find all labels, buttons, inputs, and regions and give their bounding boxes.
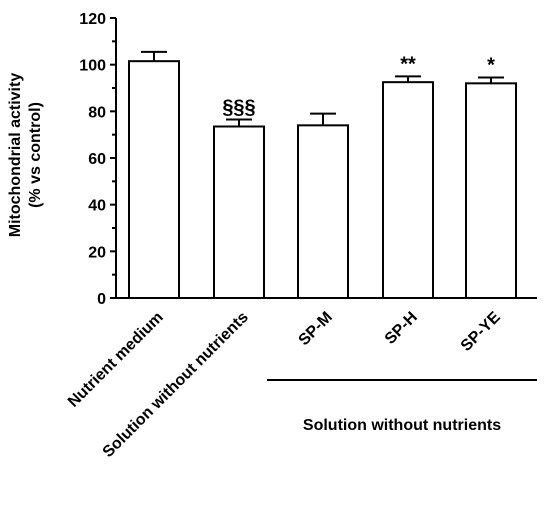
y-axis-title: Mitochondrial activity (% vs control) <box>7 73 44 238</box>
significance-annotation: * <box>487 55 495 77</box>
bar <box>382 81 434 299</box>
bar <box>297 124 349 300</box>
x-category-label: Solution without nutrients <box>100 309 252 461</box>
y-ticks: 0 20 40 60 80 100 120 <box>79 11 116 308</box>
y-tick-label: 20 <box>88 244 106 261</box>
bar <box>465 82 517 300</box>
x-category-label: Nutrient medium <box>65 309 167 411</box>
y-tick-label: 80 <box>88 104 106 121</box>
bars: §§§** * <box>128 50 517 300</box>
significance-annotation: §§§ <box>222 97 255 119</box>
y-axis-title-line1: Mitochondrial activity <box>7 73 24 238</box>
significance-annotation: ** <box>400 53 416 75</box>
y-tick-label: 0 <box>97 291 106 308</box>
bar <box>128 60 180 299</box>
group-label: Solution without nutrients <box>303 417 501 434</box>
y-tick-label: 100 <box>79 58 106 75</box>
x-category-label: SP-H <box>382 309 421 348</box>
y-axis-title-line2: (% vs control) <box>27 102 44 208</box>
bar <box>213 125 265 299</box>
y-tick-label: 120 <box>79 11 106 28</box>
x-category-label: SP-YE <box>458 309 504 355</box>
y-tick-label: 40 <box>88 198 106 215</box>
x-category-label: SP-M <box>296 309 336 349</box>
y-tick-label: 60 <box>88 151 106 168</box>
